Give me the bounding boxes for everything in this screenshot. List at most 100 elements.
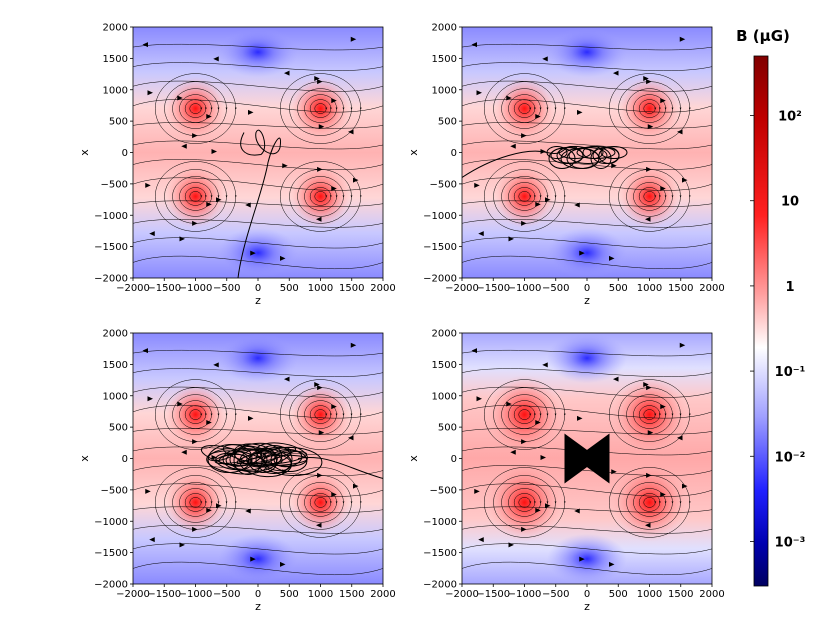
streamline	[172, 394, 220, 435]
streamline-arrow	[317, 385, 323, 391]
trajectory-loop	[261, 446, 323, 477]
streamline-arrow	[521, 526, 527, 532]
streamline-arrow	[149, 537, 155, 543]
streamline	[184, 405, 207, 424]
x-tick-label: 2000	[699, 283, 724, 294]
colorbar-gradient	[753, 55, 769, 587]
streamlines	[133, 36, 383, 269]
streamline	[304, 182, 338, 211]
y-tick-label: −1000	[423, 211, 457, 222]
streamline	[462, 122, 712, 129]
y-tick-label: 500	[109, 117, 128, 128]
x-tick-label: 1500	[668, 283, 693, 294]
particle-trajectory	[462, 145, 628, 178]
streamline-arrow	[314, 381, 320, 387]
streamline-arrow	[353, 483, 359, 489]
trajectory-path	[297, 457, 383, 479]
streamline	[609, 73, 691, 144]
streamline-arrow	[609, 561, 615, 567]
trajectory-loop	[218, 453, 248, 466]
x-tick-label: 2000	[370, 589, 395, 600]
streamline-arrow	[471, 348, 477, 354]
streamline	[518, 497, 532, 508]
streamline	[164, 81, 228, 136]
streamline-arrow	[316, 522, 322, 528]
x-tick-label: −1500	[476, 283, 510, 294]
streamline	[133, 140, 383, 150]
field-minimum	[218, 27, 298, 78]
y-tick-label: 1500	[432, 360, 457, 371]
streamline-arrow	[192, 220, 198, 226]
streamline-arrow	[350, 36, 357, 42]
trajectory-loop	[560, 148, 600, 169]
streamline-arrow	[647, 124, 654, 130]
streamline-arrow	[192, 133, 198, 139]
streamline-arrow	[577, 109, 583, 115]
streamline	[484, 161, 566, 232]
particle-trajectory	[237, 129, 282, 278]
streamline	[133, 159, 383, 170]
x-tick-label: 500	[280, 283, 299, 294]
streamline-arrow	[211, 148, 217, 154]
streamline	[314, 409, 328, 420]
streamline-arrow	[213, 362, 219, 368]
streamline-arrow	[660, 404, 666, 410]
x-tick-label: 0	[255, 283, 261, 294]
streamline	[501, 176, 549, 217]
streamline	[493, 387, 557, 442]
streamline	[133, 99, 383, 113]
streamline	[309, 99, 332, 118]
streamline-arrow	[147, 90, 153, 96]
trajectory-loop	[558, 146, 592, 159]
streamline	[462, 483, 712, 497]
streamline-arrow	[579, 556, 585, 562]
streamline	[638, 187, 661, 206]
streamline	[462, 525, 712, 534]
streamline-arrow	[535, 113, 541, 119]
colorbar-tick-label: 10²	[778, 110, 802, 125]
streamline	[172, 482, 220, 523]
streamline	[493, 81, 557, 136]
streamline-arrow	[542, 56, 548, 62]
streamline	[133, 122, 383, 129]
streamline	[289, 387, 353, 442]
streamline	[518, 103, 532, 114]
streamline	[462, 255, 712, 269]
streamline-arrow	[331, 492, 337, 498]
x-tick-label: −500	[213, 283, 240, 294]
streamline	[626, 482, 674, 523]
streamline-arrow	[613, 376, 619, 382]
streamline-arrow	[643, 75, 649, 81]
streamline-arrow	[145, 182, 151, 188]
streamline	[462, 349, 712, 357]
y-tick-label: 500	[438, 117, 457, 128]
streamline-arrow	[647, 430, 654, 436]
y-tick-label: −2000	[423, 580, 457, 591]
field-minimum	[218, 227, 298, 278]
streamline-arrow	[245, 508, 251, 514]
streamline-arrow	[542, 362, 548, 368]
streamline	[462, 368, 712, 377]
y-tick-label: 1000	[103, 391, 128, 402]
streamline-arrow	[216, 197, 222, 203]
streamline	[133, 405, 383, 419]
streamline	[462, 506, 712, 513]
field-maximum	[290, 382, 351, 447]
colorbar-title: B (μG)	[736, 27, 790, 45]
y-tick-label: 2000	[103, 329, 128, 340]
streamline	[626, 176, 674, 217]
streamline-arrow	[643, 381, 649, 387]
trajectory-loop	[225, 448, 262, 467]
streamline-arrow	[216, 503, 222, 509]
streamline	[289, 81, 353, 136]
streamline	[643, 409, 657, 420]
streamline	[133, 177, 383, 191]
streamline-arrow	[145, 488, 151, 494]
streamline-arrow	[206, 419, 212, 425]
colorbar-tick-label: 1	[785, 280, 794, 295]
colorbar-tick-label: 10⁻³	[775, 535, 806, 550]
streamline-arrow	[476, 396, 482, 402]
streamline	[643, 497, 657, 508]
field-minimum	[218, 533, 298, 584]
streamline	[309, 405, 332, 424]
